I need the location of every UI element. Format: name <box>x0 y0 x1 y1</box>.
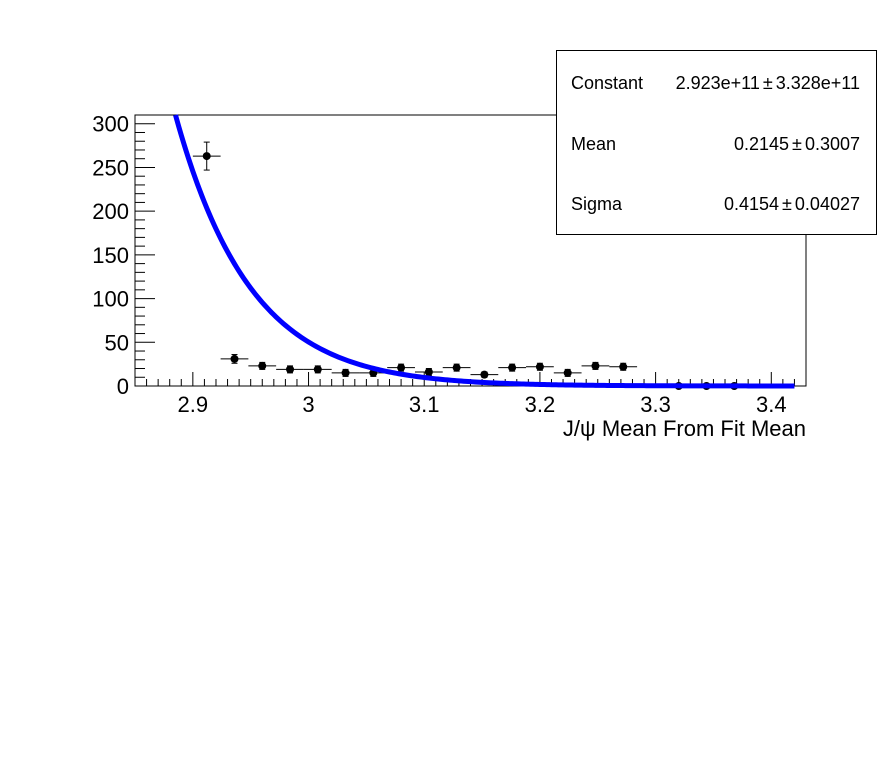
x-tick-label: 3 <box>302 392 314 417</box>
y-axis: 0 50 100 150 200 250 300 <box>92 112 155 399</box>
stat-name: Sigma <box>571 194 623 214</box>
data-point <box>192 141 221 171</box>
y-tick-label: 300 <box>92 112 129 137</box>
stat-name: Constant <box>571 73 644 93</box>
data-point <box>220 354 249 364</box>
data-point <box>331 368 360 377</box>
y-tick-label: 50 <box>105 330 129 355</box>
x-axis-label: J/ψ Mean From Fit Mean <box>563 416 806 441</box>
stat-row-mean: Mean 0.2145 ±0.3007 <box>571 134 860 156</box>
stat-value: 0.4154 ±0.04027 <box>724 194 860 215</box>
data-marker <box>230 354 239 363</box>
data-point <box>553 368 582 377</box>
x-tick-label: 3.3 <box>640 392 671 417</box>
data-point <box>609 362 638 371</box>
stat-row-constant: Constant 2.923e+11 ±3.328e+11 <box>571 73 860 95</box>
y-tick-label: 200 <box>92 199 129 224</box>
plus-minus-symbol: ± <box>782 194 792 214</box>
data-marker <box>202 152 211 161</box>
stat-value: 0.2145 ±0.3007 <box>734 134 860 155</box>
data-point <box>387 363 415 372</box>
x-axis: 2.9 3 3.1 3.2 3.3 3.4 <box>134 372 807 417</box>
data-marker <box>258 361 267 370</box>
x-tick-label: 3.4 <box>756 392 787 417</box>
fit-curve <box>173 114 795 389</box>
data-point <box>414 368 443 377</box>
data-marker <box>424 368 433 377</box>
stat-value-number: 0.4154 <box>723 194 780 214</box>
y-tick-label: 0 <box>117 374 129 399</box>
data-point <box>442 363 471 372</box>
fit-line <box>173 114 795 389</box>
x-tick-label: 3.2 <box>525 392 556 417</box>
data-point <box>470 370 499 379</box>
fit-stats-box: Constant 2.923e+11 ±3.328e+11 Mean 0.2145… <box>556 50 877 235</box>
data-marker <box>591 361 600 370</box>
data-point <box>581 361 610 370</box>
stat-value-number: 0.2145 <box>733 134 790 154</box>
y-tick-label: 250 <box>92 155 129 180</box>
data-point <box>276 365 304 374</box>
data-marker <box>563 368 572 377</box>
data-point <box>248 361 277 370</box>
data-point <box>498 363 527 372</box>
stat-value: 2.923e+11 ±3.328e+11 <box>676 73 860 94</box>
data-marker <box>286 365 295 374</box>
stat-value-number: 2.923e+11 <box>675 73 760 93</box>
data-marker <box>397 363 406 372</box>
data-marker <box>535 362 544 371</box>
data-marker <box>341 368 350 377</box>
data-marker <box>452 363 461 372</box>
stat-error-number: 0.3007 <box>804 134 860 154</box>
data-marker <box>313 365 322 374</box>
y-tick-label: 150 <box>92 243 129 268</box>
data-point <box>526 362 554 371</box>
data-marker <box>480 370 489 379</box>
stat-row-sigma: Sigma 0.4154 ±0.04027 <box>571 194 860 216</box>
x-tick-label: 3.1 <box>409 392 440 417</box>
stat-error-number: 3.328e+11 <box>775 73 860 93</box>
data-marker <box>619 362 628 371</box>
plus-minus-symbol: ± <box>792 134 802 154</box>
stat-error-number: 0.04027 <box>794 194 860 214</box>
data-marker <box>508 363 517 372</box>
y-tick-label: 100 <box>92 287 129 312</box>
plus-minus-symbol: ± <box>762 73 773 93</box>
data-point <box>303 365 332 374</box>
stat-name: Mean <box>571 134 617 154</box>
x-tick-label: 2.9 <box>178 392 209 417</box>
